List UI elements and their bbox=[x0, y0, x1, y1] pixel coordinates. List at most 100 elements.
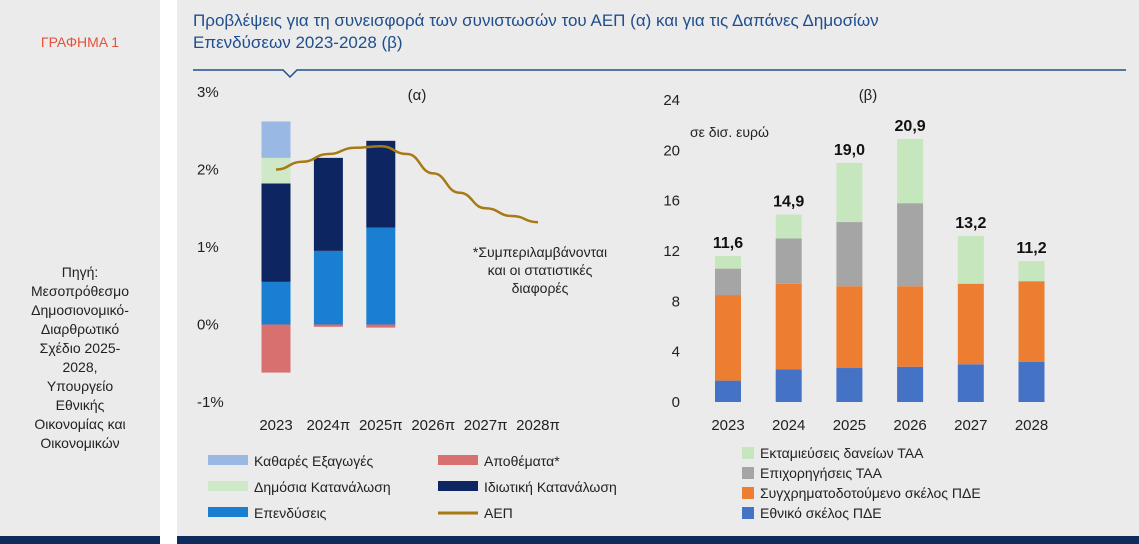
x-tick-label: 2024π bbox=[307, 417, 351, 434]
bar-segment bbox=[366, 227, 396, 325]
bar-segment bbox=[775, 369, 802, 402]
panel-title: (β) bbox=[859, 87, 878, 104]
unit-label: σε δισ. ευρώ bbox=[690, 124, 769, 140]
bar-segment bbox=[836, 162, 863, 223]
legend-swatch bbox=[438, 455, 478, 465]
legend-swatch bbox=[208, 455, 248, 465]
y-tick-label: 8 bbox=[672, 293, 680, 310]
legend-label: Επενδύσεις bbox=[254, 505, 327, 521]
bar-segment bbox=[1018, 261, 1045, 282]
bar-segment bbox=[775, 283, 802, 370]
legend-swatch bbox=[742, 507, 754, 519]
total-label: 13,2 bbox=[955, 215, 986, 232]
sidebar-bottom-bar bbox=[0, 536, 160, 544]
title-line: Επενδύσεων 2023-2028 (β) bbox=[193, 33, 403, 52]
source-line: 2028, bbox=[62, 359, 98, 375]
title-divider-line bbox=[193, 69, 1126, 79]
x-tick-label: 2027π bbox=[464, 417, 508, 434]
bar-segment bbox=[957, 364, 984, 402]
total-label: 11,6 bbox=[713, 235, 743, 252]
bar-segment bbox=[715, 295, 741, 381]
x-tick-label: 2026π bbox=[411, 417, 455, 434]
source-line: Πηγή: bbox=[61, 264, 99, 280]
bar-segment bbox=[715, 256, 741, 269]
y-tick-label: 2% bbox=[197, 162, 219, 179]
legend-swatch bbox=[742, 467, 754, 479]
y-tick-label: 12 bbox=[663, 243, 680, 260]
y-tick-label: 0% bbox=[197, 317, 219, 334]
main-bottom-bar bbox=[177, 536, 1139, 544]
bar-segment bbox=[715, 268, 741, 296]
bar-segment bbox=[261, 281, 291, 325]
bar-segment bbox=[313, 157, 343, 251]
x-tick-label: 2028 bbox=[1015, 417, 1048, 434]
panel-title: (α) bbox=[408, 87, 427, 104]
bar-segment bbox=[1018, 281, 1045, 362]
gdp-line bbox=[275, 144, 539, 224]
bar-segment bbox=[897, 139, 924, 204]
legend-label: Εθνικό σκέλος ΠΔΕ bbox=[760, 505, 882, 521]
bar-segment bbox=[775, 214, 802, 239]
bar-segment bbox=[366, 324, 396, 328]
total-label: 14,9 bbox=[773, 194, 804, 211]
bar-segment bbox=[313, 250, 343, 325]
bar-segment bbox=[261, 183, 291, 282]
source-line: Μεσοπρόθεσμο bbox=[30, 283, 130, 299]
title-divider bbox=[193, 69, 1126, 79]
legend-swatch bbox=[742, 487, 754, 499]
legend-label: Καθαρές Εξαγωγές bbox=[254, 453, 373, 469]
source-line: Οικονομικών bbox=[40, 435, 120, 451]
y-tick-label: 4 bbox=[672, 344, 680, 361]
legend-label: ΑΕΠ bbox=[484, 505, 513, 521]
legend-swatch bbox=[742, 447, 754, 459]
x-tick-label: 2024 bbox=[772, 417, 805, 434]
y-tick-label: 3% bbox=[197, 84, 219, 101]
total-label: 20,9 bbox=[895, 118, 926, 135]
bar-segment bbox=[957, 235, 984, 284]
source-note: Πηγή: Μεσοπρόθεσμο Δημοσιονομικό- Διαρθρ… bbox=[10, 263, 150, 453]
sidebar-panel bbox=[0, 0, 160, 544]
figure-label: ΓΡΑΦΗΜΑ 1 bbox=[40, 34, 120, 50]
note-text: και οι στατιστικές bbox=[488, 262, 593, 278]
note-text: *Συμπεριλαμβάνονται bbox=[473, 244, 607, 260]
y-tick-label: 16 bbox=[663, 193, 680, 210]
legend-label: Αποθέματα* bbox=[484, 453, 560, 469]
x-tick-label: 2025 bbox=[833, 417, 866, 434]
bar-segment bbox=[897, 286, 924, 367]
legend-label: Συγχρηματοδοτούμενο σκέλος ΠΔΕ bbox=[760, 485, 981, 501]
note-text: διαφορές bbox=[512, 280, 569, 296]
legend-label: Ιδιωτική Κατανάλωση bbox=[484, 479, 617, 495]
y-tick-label: 0 bbox=[672, 394, 680, 411]
bar-segment bbox=[313, 324, 343, 327]
chart-b: 24 20 16 12 8 4 0 (β) σε δισ. ευρώ 11,6 2023 14,9 20… bbox=[663, 87, 1048, 521]
source-line: Δημοσιονομικό- bbox=[31, 302, 129, 318]
source-line: Εθνικής bbox=[55, 397, 105, 413]
bar-segment bbox=[957, 283, 984, 365]
x-tick-label: 2027 bbox=[954, 417, 987, 434]
y-tick-label: 20 bbox=[663, 142, 680, 159]
x-tick-label: 2023 bbox=[259, 417, 292, 434]
bar-segment bbox=[836, 368, 863, 402]
bar-segment bbox=[261, 121, 291, 158]
x-tick-label: 2026 bbox=[893, 417, 926, 434]
source-line: Οικονομίας και bbox=[34, 416, 126, 432]
total-label: 19,0 bbox=[834, 142, 865, 159]
total-label: 11,2 bbox=[1016, 240, 1046, 257]
bar-segment bbox=[897, 203, 924, 287]
bar-segment bbox=[836, 286, 863, 369]
chart-a: 3% 2% 1% 0% -1% (α) 2023 2024π 2025π 2026π 2027π 20… bbox=[197, 84, 617, 521]
legend-label: Δημόσια Κατανάλωση bbox=[254, 479, 391, 495]
x-tick-label: 2025π bbox=[359, 417, 403, 434]
bar-segment bbox=[897, 366, 924, 402]
y-tick-label: 1% bbox=[197, 239, 219, 256]
y-tick-label: -1% bbox=[197, 394, 224, 411]
bar-segment bbox=[1018, 361, 1045, 402]
figure-title: Προβλέψεις για τη συνεισφορά των συνιστω… bbox=[193, 10, 1093, 54]
title-line: Προβλέψεις για τη συνεισφορά των συνιστω… bbox=[193, 11, 879, 30]
source-line: Διαρθρωτικό bbox=[40, 321, 120, 337]
bar-segment bbox=[775, 238, 802, 284]
legend-swatch bbox=[208, 481, 248, 491]
y-tick-label: 24 bbox=[663, 92, 680, 109]
source-line: Σχέδιο 2025- bbox=[39, 340, 121, 356]
